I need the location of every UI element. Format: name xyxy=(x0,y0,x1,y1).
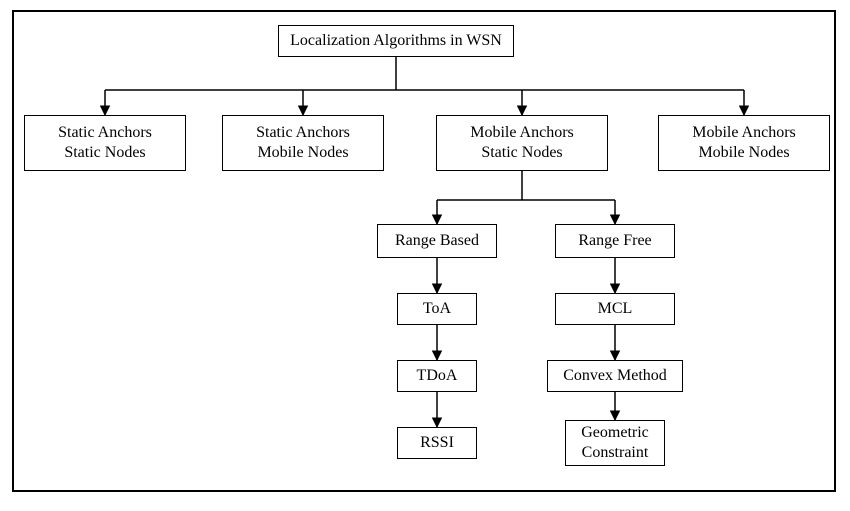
node-mobile-anchors-mobile-nodes: Mobile AnchorsMobile Nodes xyxy=(658,115,830,171)
node-text: Static Nodes xyxy=(481,143,562,163)
node-text: Convex Method xyxy=(563,366,667,386)
node-text: Mobile Nodes xyxy=(257,143,348,163)
node-geometric-constraint: GeometricConstraint xyxy=(565,420,665,466)
node-text: MCL xyxy=(598,299,633,319)
node-text: Range Free xyxy=(578,231,651,251)
node-text: Static Anchors xyxy=(256,123,350,143)
node-static-anchors-static-nodes: Static AnchorsStatic Nodes xyxy=(24,115,186,171)
node-text: Static Nodes xyxy=(64,143,145,163)
node-text: Mobile Anchors xyxy=(692,123,796,143)
node-tdoa: TDoA xyxy=(397,360,477,392)
node-text: Localization Algorithms in WSN xyxy=(290,31,502,51)
node-mobile-anchors-static-nodes: Mobile AnchorsStatic Nodes xyxy=(436,115,608,171)
node-static-anchors-mobile-nodes: Static AnchorsMobile Nodes xyxy=(222,115,384,171)
node-text: TDoA xyxy=(417,366,458,386)
node-text: ToA xyxy=(423,299,451,319)
node-text: Static Anchors xyxy=(58,123,152,143)
node-text: RSSI xyxy=(420,433,454,453)
node-text: Mobile Nodes xyxy=(698,143,789,163)
node-range-based: Range Based xyxy=(377,224,497,258)
node-text: Geometric xyxy=(581,423,649,443)
node-rssi: RSSI xyxy=(397,427,477,459)
node-range-free: Range Free xyxy=(555,224,675,258)
node-toa: ToA xyxy=(397,293,477,325)
node-text: Constraint xyxy=(582,443,649,463)
node-root: Localization Algorithms in WSN xyxy=(278,25,514,57)
node-convex-method: Convex Method xyxy=(547,360,683,392)
node-text: Range Based xyxy=(395,231,479,251)
node-text: Mobile Anchors xyxy=(470,123,574,143)
node-mcl: MCL xyxy=(555,293,675,325)
diagram-canvas: Localization Algorithms in WSN Static An… xyxy=(0,0,850,511)
